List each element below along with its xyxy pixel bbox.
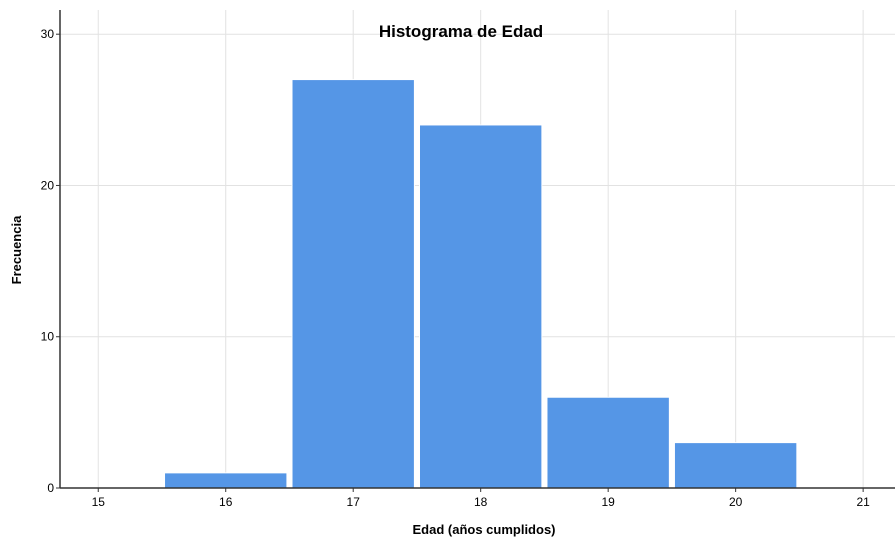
chart-title: Histograma de Edad xyxy=(379,22,543,41)
y-axis-label: Frecuencia xyxy=(9,215,24,284)
x-tick-label: 19 xyxy=(601,495,615,509)
x-tick-label: 16 xyxy=(219,495,233,509)
y-axis-ticks: 0 10 20 30 xyxy=(41,27,60,495)
axes xyxy=(59,10,895,489)
histogram-bar xyxy=(164,472,288,489)
x-tick-label: 17 xyxy=(347,495,361,509)
histogram-bar xyxy=(418,124,543,489)
x-axis-label: Edad (años cumplidos) xyxy=(412,522,555,537)
y-tick-label: 10 xyxy=(41,330,55,344)
x-tick-label: 20 xyxy=(729,495,743,509)
x-tick-label: 15 xyxy=(92,495,106,509)
histogram-bar xyxy=(291,79,415,489)
histogram-bar xyxy=(546,396,670,489)
histogram-bar xyxy=(673,442,798,489)
y-tick-label: 30 xyxy=(41,27,55,41)
histogram-bars xyxy=(164,79,798,489)
x-axis-ticks: 15 16 17 18 19 20 21 xyxy=(92,488,870,509)
x-tick-label: 21 xyxy=(856,495,870,509)
x-tick-label: 18 xyxy=(474,495,488,509)
y-tick-label: 0 xyxy=(47,481,54,495)
y-tick-label: 20 xyxy=(41,178,55,192)
